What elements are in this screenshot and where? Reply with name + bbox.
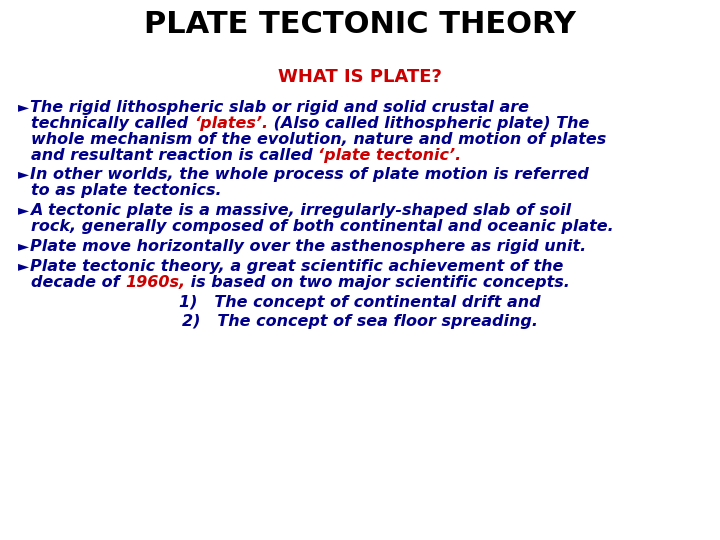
Text: ►: ►	[18, 239, 29, 253]
Text: ‘plates’.: ‘plates’.	[194, 116, 268, 131]
Text: A tectonic plate is a massive, irregularly-shaped slab of soil: A tectonic plate is a massive, irregular…	[30, 203, 571, 218]
Text: to as plate tectonics.: to as plate tectonics.	[31, 184, 222, 198]
Text: and resultant reaction is called: and resultant reaction is called	[31, 147, 318, 163]
Text: ‘plate tectonic’.: ‘plate tectonic’.	[318, 147, 462, 163]
Text: whole mechanism of the evolution, nature and motion of plates: whole mechanism of the evolution, nature…	[31, 132, 606, 147]
Text: (Also called lithospheric plate) The: (Also called lithospheric plate) The	[268, 116, 589, 131]
Text: decade of: decade of	[31, 275, 125, 289]
Text: Plate move horizontally over the asthenosphere as rigid unit.: Plate move horizontally over the astheno…	[30, 239, 586, 254]
Text: 1960s,: 1960s,	[125, 275, 185, 289]
Text: technically called: technically called	[31, 116, 194, 131]
Text: ►: ►	[18, 100, 29, 114]
Text: is based on two major scientific concepts.: is based on two major scientific concept…	[185, 275, 570, 289]
Text: 1)   The concept of continental drift and: 1) The concept of continental drift and	[179, 295, 541, 309]
Text: PLATE TECTONIC THEORY: PLATE TECTONIC THEORY	[144, 10, 576, 39]
Text: rock, generally composed of both continental and oceanic plate.: rock, generally composed of both contine…	[31, 219, 613, 234]
Text: 2)   The concept of sea floor spreading.: 2) The concept of sea floor spreading.	[182, 314, 538, 329]
Text: ►: ►	[18, 259, 29, 273]
Text: WHAT IS PLATE?: WHAT IS PLATE?	[278, 68, 442, 86]
Text: ►: ►	[18, 167, 29, 181]
Text: Plate tectonic theory, a great scientific achievement of the: Plate tectonic theory, a great scientifi…	[30, 259, 563, 274]
Text: ►: ►	[18, 203, 29, 217]
Text: The rigid lithospheric slab or rigid and solid crustal are: The rigid lithospheric slab or rigid and…	[30, 100, 529, 115]
Text: In other worlds, the whole process of plate motion is referred: In other worlds, the whole process of pl…	[30, 167, 589, 183]
